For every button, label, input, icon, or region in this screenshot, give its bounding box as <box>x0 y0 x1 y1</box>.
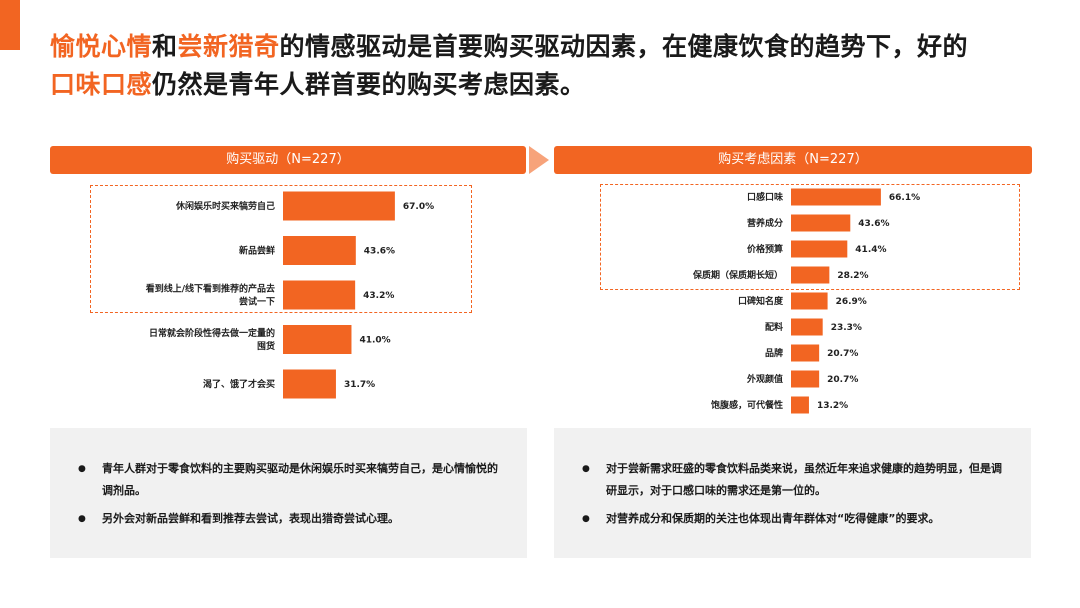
value-label: 67.0% <box>403 202 434 212</box>
category-label: 囤货 <box>257 340 275 352</box>
category-label: 配料 <box>765 321 783 333</box>
left-notes-list: 青年人群对于零食饮料的主要购买驱动是休闲娱乐时买来犒劳自己，是心情愉悦的调剂品。… <box>78 458 503 530</box>
bar-factor-1 <box>791 214 851 232</box>
value-label: 43.6% <box>858 219 889 229</box>
right-notes-panel: 对于尝新需求旺盛的零食饮料品类来说，虽然近年来追求健康的趋势明显，但是调研显示，… <box>554 428 1031 558</box>
value-label: 43.6% <box>364 247 395 257</box>
value-label: 41.4% <box>855 245 886 255</box>
value-label: 28.2% <box>837 271 868 281</box>
bar-driver-2 <box>283 280 356 310</box>
note-item: 对营养成分和保质期的关注也体现出青年群体对“吃得健康”的要求。 <box>582 508 1007 530</box>
category-label: 休闲娱乐时买来犒劳自己 <box>175 200 275 212</box>
bar-factor-5 <box>791 318 823 336</box>
category-label: 口感口味 <box>747 191 783 203</box>
value-label: 31.7% <box>344 380 375 390</box>
value-label: 20.7% <box>827 375 858 385</box>
headline-text-3: 仍然是青年人群首要的购买考虑因素。 <box>152 70 586 99</box>
bar-factor-2 <box>791 240 848 258</box>
value-label: 66.1% <box>889 193 920 203</box>
right-notes-list: 对于尝新需求旺盛的零食饮料品类来说，虽然近年来追求健康的趋势明显，但是调研显示，… <box>582 458 1007 530</box>
category-label: 保质期（保质期长短） <box>692 269 783 281</box>
value-label: 13.2% <box>817 401 848 411</box>
value-label: 43.2% <box>363 291 394 301</box>
category-label: 饱腹感，可代餐性 <box>711 399 783 411</box>
arrow-icon <box>529 146 549 174</box>
category-label: 尝试一下 <box>239 296 275 308</box>
value-label: 41.0% <box>359 336 390 346</box>
bar-charts: 休闲娱乐时买来犒劳自己 67.0% 新品尝鲜 43.6% 看到线上/线下看到推荐的产品去… <box>146 188 920 414</box>
headline-text-1: 和 <box>152 32 178 61</box>
category-label: 营养成分 <box>747 217 783 229</box>
category-label: 口碑知名度 <box>738 295 784 307</box>
note-item: 青年人群对于零食饮料的主要购买驱动是休闲娱乐时买来犒劳自己，是心情愉悦的调剂品。 <box>78 458 503 502</box>
left-highlight-box <box>90 185 472 313</box>
bar-driver-1 <box>283 236 356 265</box>
category-label: 日常就会阶段性得去做一定量的 <box>149 327 275 339</box>
right-chart-title: 购买考虑因素（N=227） <box>554 146 1032 174</box>
bar-driver-0 <box>283 191 395 221</box>
bar-factor-7 <box>791 370 820 388</box>
note-item: 另外会对新品尝鲜和看到推荐去尝试，表现出猎奇尝试心理。 <box>78 508 503 530</box>
category-label: 外观颜值 <box>746 373 783 385</box>
corner-accent <box>0 0 20 50</box>
value-label: 20.7% <box>827 349 858 359</box>
category-label: 看到线上/线下看到推荐的产品去 <box>146 283 275 295</box>
category-label: 品牌 <box>765 347 783 359</box>
headline-highlight-3: 口味口感 <box>50 70 153 99</box>
left-chart-title: 购买驱动（N=227） <box>50 146 526 174</box>
value-label: 23.3% <box>831 323 862 333</box>
headline: 愉悦心情和尝新猎奇的情感驱动是首要购买驱动因素，在健康饮食的趋势下，好的口味口感… <box>50 28 1060 104</box>
bar-factor-4 <box>791 292 828 310</box>
bar-factor-6 <box>791 344 820 362</box>
right-highlight-box <box>600 184 1020 290</box>
bar-factor-8 <box>791 396 809 414</box>
headline-highlight-1: 愉悦心情 <box>50 32 153 61</box>
note-item: 对于尝新需求旺盛的零食饮料品类来说，虽然近年来追求健康的趋势明显，但是调研显示，… <box>582 458 1007 502</box>
headline-highlight-2: 尝新猎奇 <box>177 32 280 61</box>
category-label: 价格预算 <box>747 243 783 255</box>
category-label: 渴了、饿了才会买 <box>203 378 275 390</box>
headline-text-2: 的情感驱动是首要购买驱动因素，在健康饮食的趋势下，好的 <box>279 32 969 61</box>
bar-factor-3 <box>791 266 830 284</box>
bar-driver-4 <box>283 369 336 399</box>
category-label: 新品尝鲜 <box>239 245 275 257</box>
left-notes-panel: 青年人群对于零食饮料的主要购买驱动是休闲娱乐时买来犒劳自己，是心情愉悦的调剂品。… <box>50 428 527 558</box>
value-label: 26.9% <box>836 297 867 307</box>
bar-factor-0 <box>791 188 881 206</box>
bar-driver-3 <box>283 325 352 354</box>
